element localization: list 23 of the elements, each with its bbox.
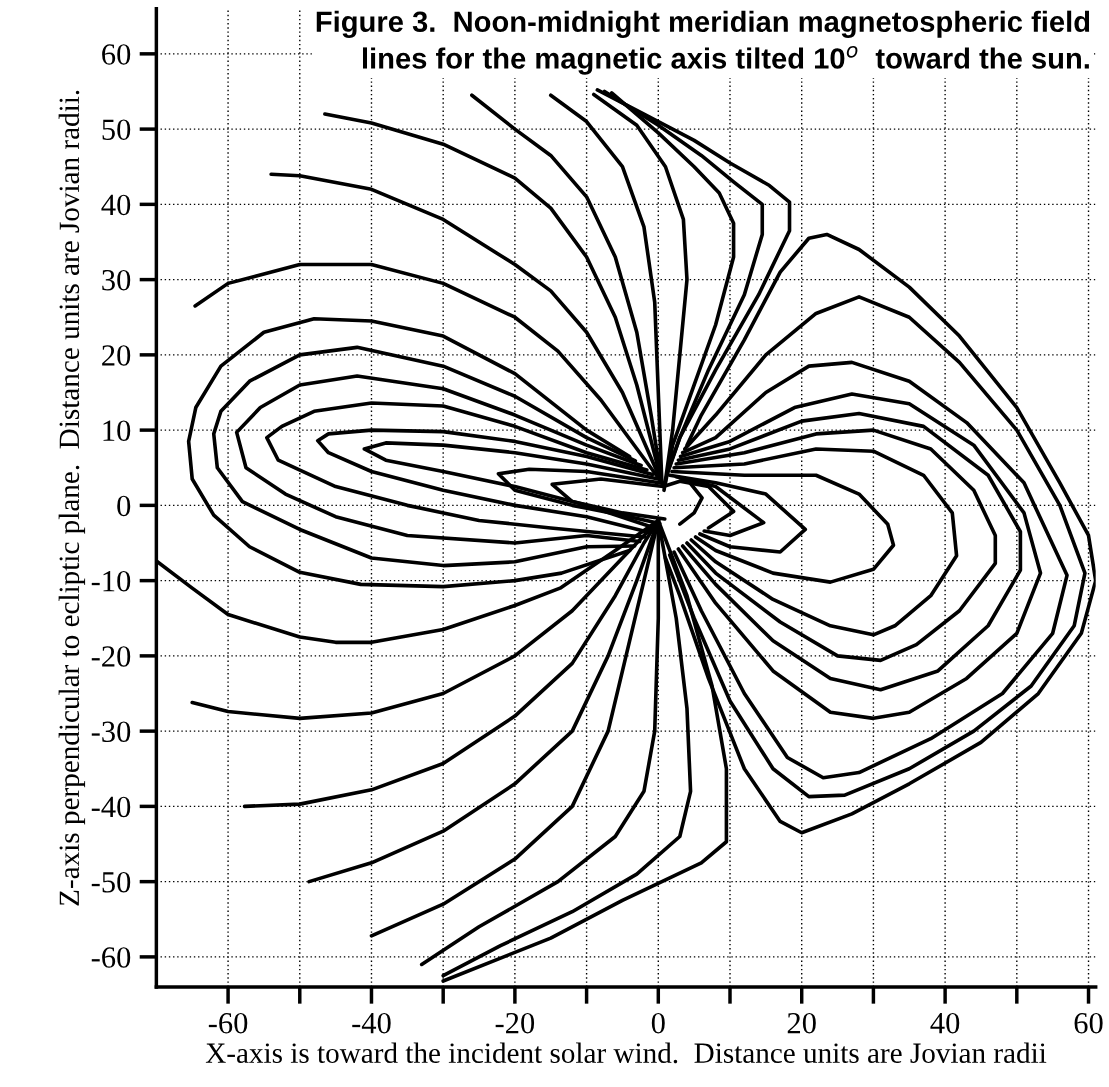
y-tick-label: -10 — [91, 570, 131, 592]
y-tick-label: 50 — [102, 119, 131, 140]
x-tick-label: 60 — [1074, 1012, 1103, 1034]
x-axis-title: X-axis is toward the incident solar wind. Distance units are Jovian radii — [205, 1042, 1047, 1064]
x-tick-label: -20 — [495, 1012, 535, 1034]
y-tick-label: 0 — [117, 495, 131, 517]
x-tick-label: 0 — [651, 1012, 665, 1034]
y-tick-label: 40 — [101, 194, 131, 216]
y-tick-label: -60 — [91, 947, 131, 968]
x-tick-label: -60 — [208, 1012, 248, 1034]
y-axis-title: Z-axis perpendicular to ecliptic plane. Distance units are Jovian radii. — [58, 90, 86, 906]
y-tick-label: 10 — [103, 420, 131, 442]
text: Figure 3. Noon-midnight meridian magnetospheric field lines for the magnetic axis tilted 10$^{o}$ toward the sun. — [316, 10, 1090, 75]
y-tick-label: 60 — [102, 44, 131, 65]
y-tick-label: -40 — [91, 796, 131, 818]
y-tick-label: 30 — [102, 269, 131, 291]
x-tick-label: 20 — [787, 1012, 816, 1034]
x-tick-label: -40 — [352, 1012, 391, 1034]
y-tick-label: -50 — [91, 871, 131, 893]
x-tick-label: 40 — [930, 1012, 960, 1034]
y-tick-label: -30 — [91, 721, 131, 743]
y-tick-label: -20 — [91, 646, 131, 667]
y-tick-label: 20 — [102, 345, 131, 366]
